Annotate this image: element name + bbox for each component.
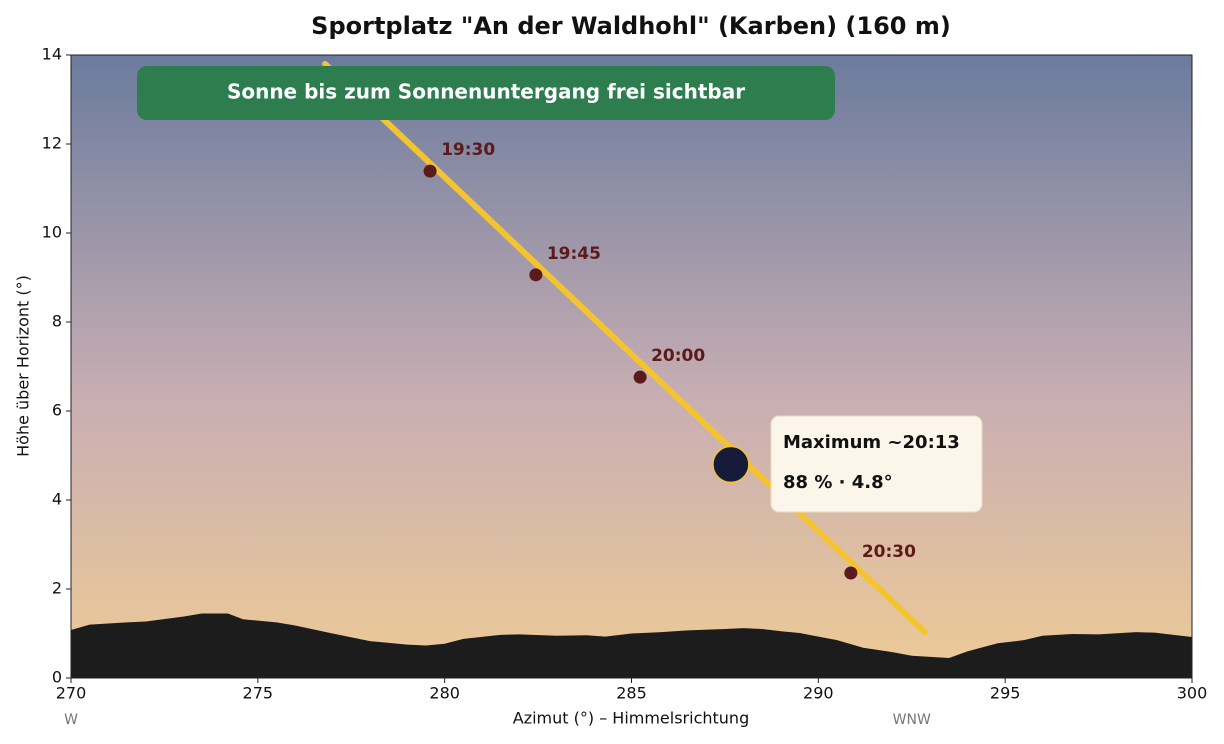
time-marker	[423, 164, 437, 178]
time-label: 20:00	[651, 346, 705, 366]
y-tick-label: 6	[52, 401, 62, 420]
y-tick-label: 10	[42, 223, 62, 242]
time-label: 19:30	[441, 140, 495, 160]
compass-label: WNW	[893, 712, 931, 728]
horizon-area	[71, 613, 1192, 678]
x-tick-label: 270	[56, 684, 87, 703]
y-tick-label: 0	[52, 668, 62, 687]
y-tick-label: 14	[42, 45, 62, 64]
y-tick-label: 8	[52, 312, 62, 331]
plot-area	[71, 60, 1192, 678]
time-label: 19:45	[547, 244, 601, 264]
x-tick-label: 300	[1177, 684, 1208, 703]
y-tick-label: 2	[52, 579, 62, 598]
maximum-marker	[712, 445, 750, 484]
maximum-box	[770, 415, 983, 513]
time-label: 20:30	[862, 542, 916, 562]
chart-title: Sportplatz "An der Waldhohl" (Karben) (1…	[311, 12, 951, 40]
time-marker	[529, 268, 543, 282]
time-marker	[633, 370, 647, 384]
sun-path	[322, 60, 928, 636]
x-tick-label: 280	[429, 684, 460, 703]
x-tick-label: 290	[803, 684, 834, 703]
maximum-detail: 88 % · 4.8°	[783, 472, 893, 493]
y-axis-label: Höhe über Horizont (°)	[14, 275, 33, 457]
compass-label: W	[64, 712, 78, 728]
y-tick-label: 4	[52, 490, 62, 509]
x-tick-label: 285	[616, 684, 647, 703]
y-tick-label: 12	[42, 134, 62, 153]
banner	[137, 66, 835, 120]
x-tick-label: 295	[990, 684, 1021, 703]
x-axis-label: Azimut (°) – Himmelsrichtung	[513, 709, 749, 728]
banner-text: Sonne bis zum Sonnenuntergang frei sicht…	[227, 80, 745, 104]
plot-background	[71, 55, 1192, 678]
x-tick-label: 275	[243, 684, 274, 703]
time-marker	[844, 566, 858, 580]
maximum-time: Maximum ~20:13	[783, 432, 960, 453]
